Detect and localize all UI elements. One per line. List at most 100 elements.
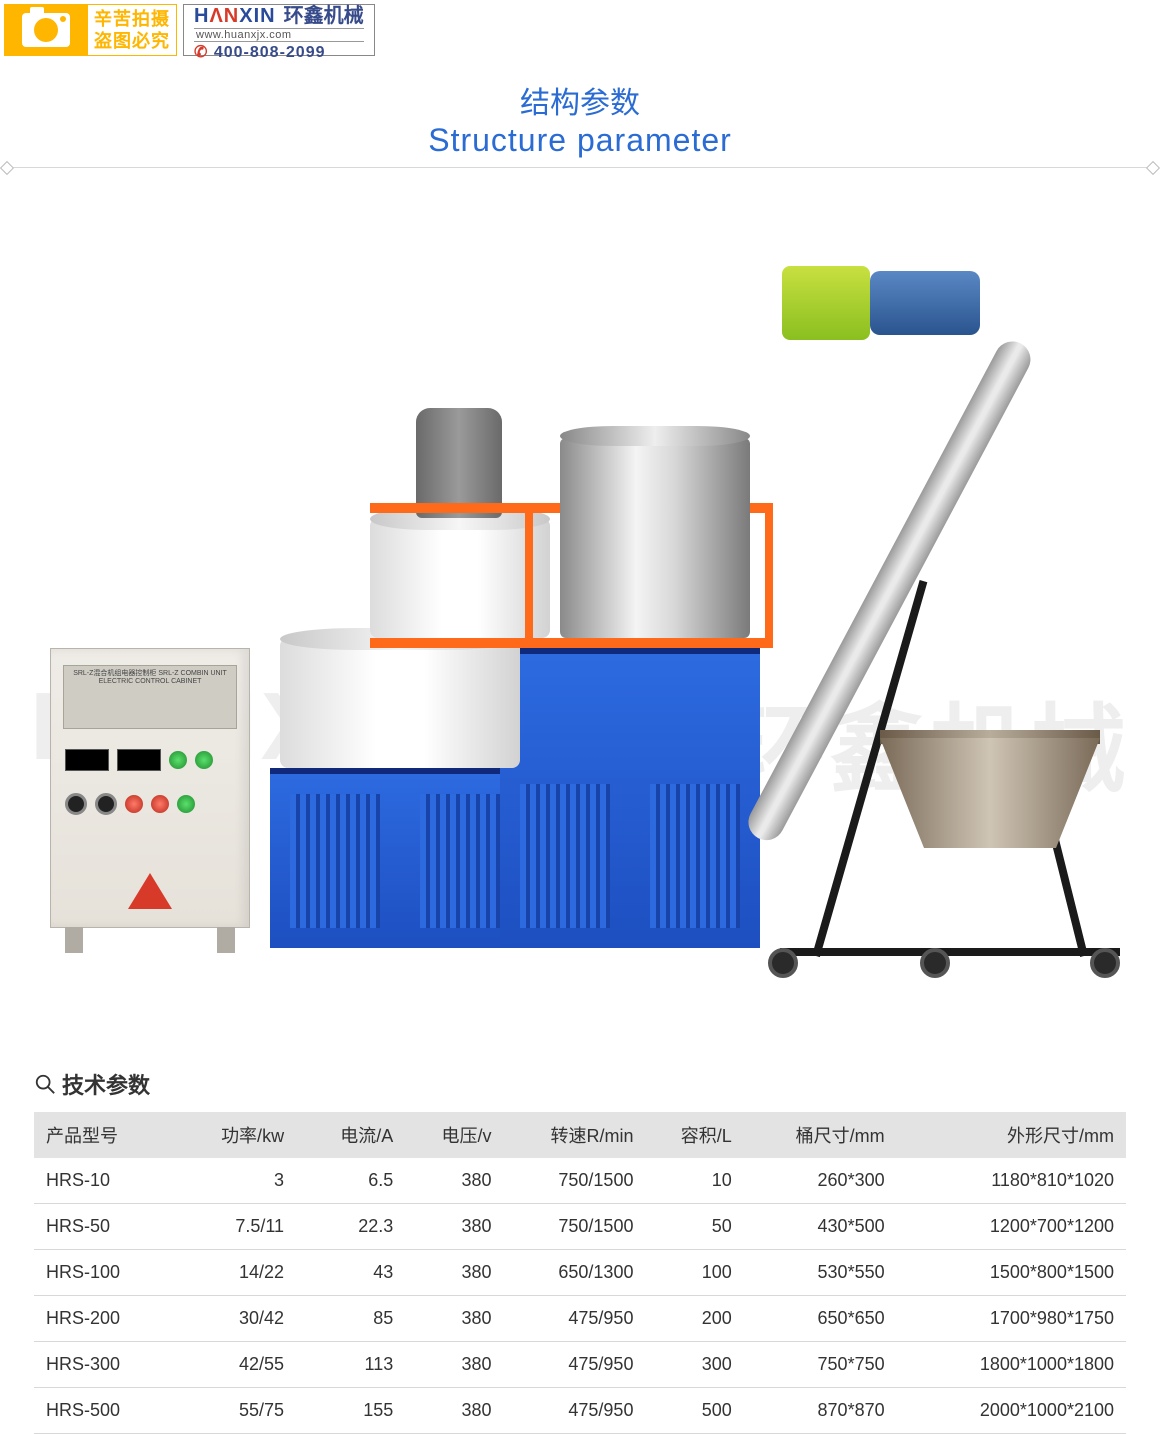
table-cell: 475/950 (504, 1296, 646, 1342)
table-header-cell: 功率/kw (187, 1112, 296, 1158)
table-cell: 650*650 (744, 1296, 897, 1342)
caster-wheel-icon (920, 948, 950, 978)
brand-logo: HΛNXIN (194, 5, 276, 28)
mixer-motor (416, 408, 502, 518)
cabinet-panel-label: SRL-Z混合机组电器控制柜 SRL-Z COMBIN UNIT ELECTRI… (63, 665, 237, 729)
table-cell: 500 (645, 1388, 743, 1434)
table-cell: 380 (405, 1388, 503, 1434)
camera-warning-badge: 辛苦拍摄 盗图必究 (4, 4, 177, 56)
table-row: HRS-50055/75155380475/950500870*8702000*… (34, 1388, 1126, 1434)
table-cell: HRS-200 (34, 1296, 187, 1342)
table-cell: 380 (405, 1296, 503, 1342)
table-row: HRS-10014/2243380650/1300100530*5501500*… (34, 1250, 1126, 1296)
phone-icon: ✆ (194, 44, 208, 61)
camera-warning-text: 辛苦拍摄 盗图必究 (88, 4, 177, 56)
table-header-cell: 容积/L (645, 1112, 743, 1158)
guard-rail (370, 638, 770, 648)
title-block: 结构参数 Structure parameter (0, 78, 1160, 167)
conveyor-frame (780, 948, 1120, 956)
table-cell: 1200*700*1200 (897, 1204, 1126, 1250)
cabinet-controls-row (65, 789, 235, 819)
table-cell: 22.3 (296, 1204, 405, 1250)
table-header-cell: 转速R/min (504, 1112, 646, 1158)
camera-line2: 盗图必究 (94, 30, 170, 53)
table-cell: 2000*1000*2100 (897, 1388, 1126, 1434)
table-cell: 750*750 (744, 1342, 897, 1388)
table-cell: 530*550 (744, 1250, 897, 1296)
brand-phone: ✆ 400-808-2099 (194, 42, 364, 62)
table-header-cell: 外形尺寸/mm (897, 1112, 1126, 1158)
table-row: HRS-30042/55113380475/950300750*7501800*… (34, 1342, 1126, 1388)
table-cell: 1700*980*1750 (897, 1296, 1126, 1342)
table-cell: 380 (405, 1342, 503, 1388)
table-cell: 260*300 (744, 1158, 897, 1204)
table-cell: 50 (645, 1204, 743, 1250)
table-cell: 30/42 (187, 1296, 296, 1342)
guard-rail (525, 503, 533, 648)
table-cell: 750/1500 (504, 1158, 646, 1204)
search-icon (34, 1073, 56, 1095)
divider-rule (6, 167, 1154, 168)
table-cell: 200 (645, 1296, 743, 1342)
table-cell: 10 (645, 1158, 743, 1204)
table-cell: 380 (405, 1250, 503, 1296)
table-cell: 155 (296, 1388, 405, 1434)
cabinet-controls-row (65, 745, 235, 775)
table-cell: 870*870 (744, 1388, 897, 1434)
mixer-base-right (500, 648, 760, 948)
table-cell: 430*500 (744, 1204, 897, 1250)
machine-illustration: HNMXIN 环鑫机械 SRL-Z混合机组电器控制柜 SRL-Z COMBIN … (20, 208, 1140, 1008)
params-section: 技术参数 产品型号功率/kw电流/A电压/v转速R/min容积/L桶尺寸/mm外… (34, 1068, 1126, 1434)
table-cell: HRS-100 (34, 1250, 187, 1296)
camera-icon (4, 4, 88, 56)
table-header-row: 产品型号功率/kw电流/A电压/v转速R/min容积/L桶尺寸/mm外形尺寸/m… (34, 1112, 1126, 1158)
table-cell: 1800*1000*1800 (897, 1342, 1126, 1388)
table-header-cell: 产品型号 (34, 1112, 187, 1158)
params-heading: 技术参数 (34, 1068, 1126, 1100)
table-cell: 475/950 (504, 1388, 646, 1434)
table-cell: 3 (187, 1158, 296, 1204)
table-row: HRS-1036.5380750/150010260*3001180*810*1… (34, 1158, 1126, 1204)
table-cell: 113 (296, 1342, 405, 1388)
table-header-cell: 电压/v (405, 1112, 503, 1158)
header-badges: 辛苦拍摄 盗图必究 HΛNXIN 环鑫机械 www.huanxjx.com ✆ … (0, 0, 1160, 60)
table-header-cell: 桶尺寸/mm (744, 1112, 897, 1158)
brand-name-cn: 环鑫机械 (284, 0, 364, 28)
caster-wheel-icon (768, 948, 798, 978)
title-cn: 结构参数 (0, 78, 1160, 122)
conveyor-motor (782, 266, 980, 340)
brand-badge: HΛNXIN 环鑫机械 www.huanxjx.com ✆ 400-808-20… (183, 4, 375, 56)
table-cell: 85 (296, 1296, 405, 1342)
table-cell: 300 (645, 1342, 743, 1388)
table-cell: 1180*810*1020 (897, 1158, 1126, 1204)
table-cell: 43 (296, 1250, 405, 1296)
table-cell: 475/950 (504, 1342, 646, 1388)
table-cell: 6.5 (296, 1158, 405, 1204)
camera-line1: 辛苦拍摄 (94, 8, 170, 31)
table-cell: 380 (405, 1158, 503, 1204)
table-cell: 380 (405, 1204, 503, 1250)
title-en: Structure parameter (0, 122, 1160, 159)
brand-url: www.huanxjx.com (194, 28, 364, 42)
caster-wheel-icon (1090, 948, 1120, 978)
table-cell: 42/55 (187, 1342, 296, 1388)
guard-rail (765, 503, 773, 648)
table-header-cell: 电流/A (296, 1112, 405, 1158)
table-cell: HRS-500 (34, 1388, 187, 1434)
table-cell: 1500*800*1500 (897, 1250, 1126, 1296)
control-cabinet: SRL-Z混合机组电器控制柜 SRL-Z COMBIN UNIT ELECTRI… (50, 648, 250, 928)
table-cell: 100 (645, 1250, 743, 1296)
warning-triangle-icon (128, 873, 172, 909)
mixing-tank-low (280, 638, 520, 768)
table-cell: 7.5/11 (187, 1204, 296, 1250)
feed-hopper (880, 738, 1100, 848)
spec-table: 产品型号功率/kw电流/A电压/v转速R/min容积/L桶尺寸/mm外形尺寸/m… (34, 1112, 1126, 1434)
table-cell: HRS-10 (34, 1158, 187, 1204)
mixing-tank-high (370, 518, 550, 638)
table-cell: HRS-300 (34, 1342, 187, 1388)
table-row: HRS-507.5/1122.3380750/150050430*5001200… (34, 1204, 1126, 1250)
table-cell: HRS-50 (34, 1204, 187, 1250)
table-cell: 55/75 (187, 1388, 296, 1434)
steel-drum (560, 438, 750, 638)
table-row: HRS-20030/4285380475/950200650*6501700*9… (34, 1296, 1126, 1342)
